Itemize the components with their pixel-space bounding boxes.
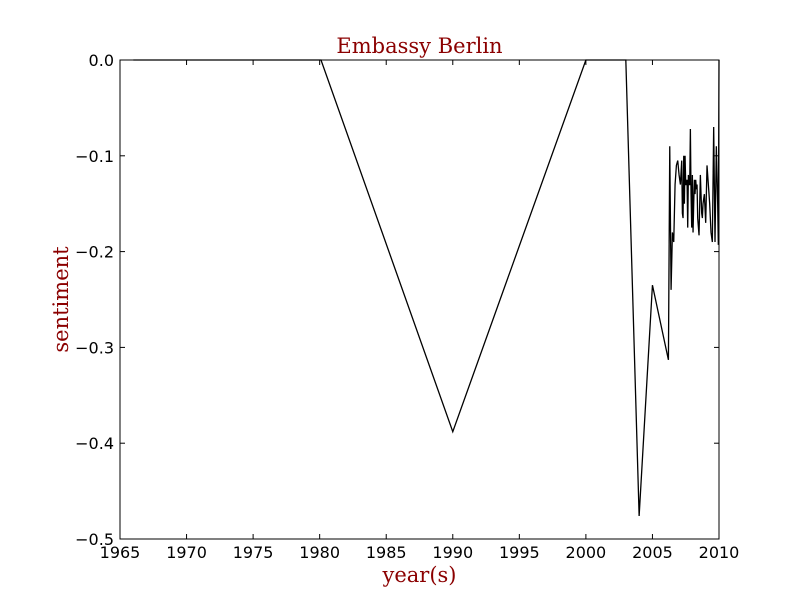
y-tick-label: −0.1 xyxy=(75,147,114,166)
x-tick-label: 1975 xyxy=(233,543,274,562)
chart-title: Embassy Berlin xyxy=(336,34,502,58)
x-tick-label: 2005 xyxy=(632,543,673,562)
x-tick-label: 1970 xyxy=(166,543,207,562)
x-tick-label: 2010 xyxy=(699,543,740,562)
y-tick-label: −0.2 xyxy=(75,243,114,262)
y-axis-label: sentiment xyxy=(49,246,73,353)
plot-frame xyxy=(119,59,720,540)
y-tick-label: −0.5 xyxy=(75,530,114,549)
y-tick-label: −0.4 xyxy=(75,434,114,453)
x-tick-label: 1985 xyxy=(366,543,407,562)
y-tick-label: 0.0 xyxy=(89,51,114,70)
y-axis-ticks: 0.0 −0.1 −0.2 −0.3 −0.4 −0.5 xyxy=(75,51,719,549)
series-line xyxy=(133,59,720,517)
x-tick-label: 1980 xyxy=(299,543,340,562)
y-tick-label: −0.3 xyxy=(75,338,114,357)
x-axis-label: year(s) xyxy=(381,563,456,587)
x-tick-label: 2000 xyxy=(566,543,607,562)
x-axis-ticks: 1965 1970 1975 1980 1985 1990 1995 2000 2005 2010 xyxy=(100,60,740,562)
x-tick-label: 1965 xyxy=(100,543,141,562)
x-tick-label: 1990 xyxy=(432,543,473,562)
series-layer xyxy=(133,59,720,517)
x-tick-label: 1995 xyxy=(499,543,540,562)
